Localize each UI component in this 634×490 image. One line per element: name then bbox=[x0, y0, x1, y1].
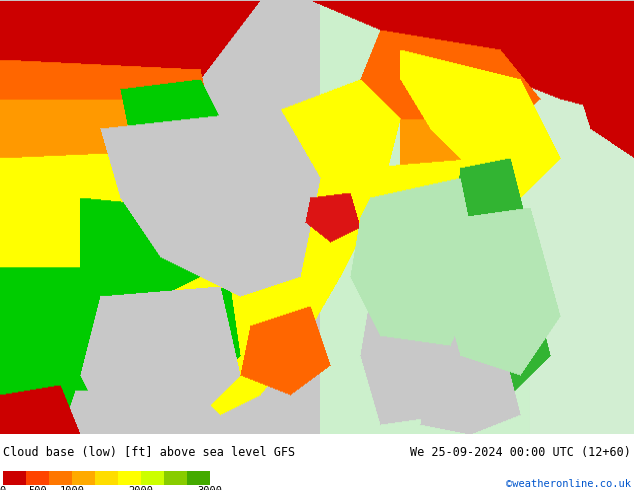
Text: 3000: 3000 bbox=[198, 486, 223, 490]
Text: Cloud base (low) [ft] above sea level GFS: Cloud base (low) [ft] above sea level GF… bbox=[3, 445, 295, 459]
Bar bbox=[187, 471, 210, 485]
Bar bbox=[95, 471, 118, 485]
Bar bbox=[141, 471, 164, 485]
Text: 1000: 1000 bbox=[60, 486, 84, 490]
Text: ©weatheronline.co.uk: ©weatheronline.co.uk bbox=[506, 479, 631, 489]
Text: 2000: 2000 bbox=[129, 486, 153, 490]
Bar bbox=[164, 471, 187, 485]
Text: 0: 0 bbox=[0, 486, 6, 490]
Text: We 25-09-2024 00:00 UTC (12+60): We 25-09-2024 00:00 UTC (12+60) bbox=[410, 445, 631, 459]
Bar bbox=[26, 471, 49, 485]
Bar bbox=[118, 471, 141, 485]
Bar bbox=[3, 471, 26, 485]
Bar bbox=[49, 471, 72, 485]
Text: 500: 500 bbox=[28, 486, 47, 490]
Bar bbox=[72, 471, 95, 485]
